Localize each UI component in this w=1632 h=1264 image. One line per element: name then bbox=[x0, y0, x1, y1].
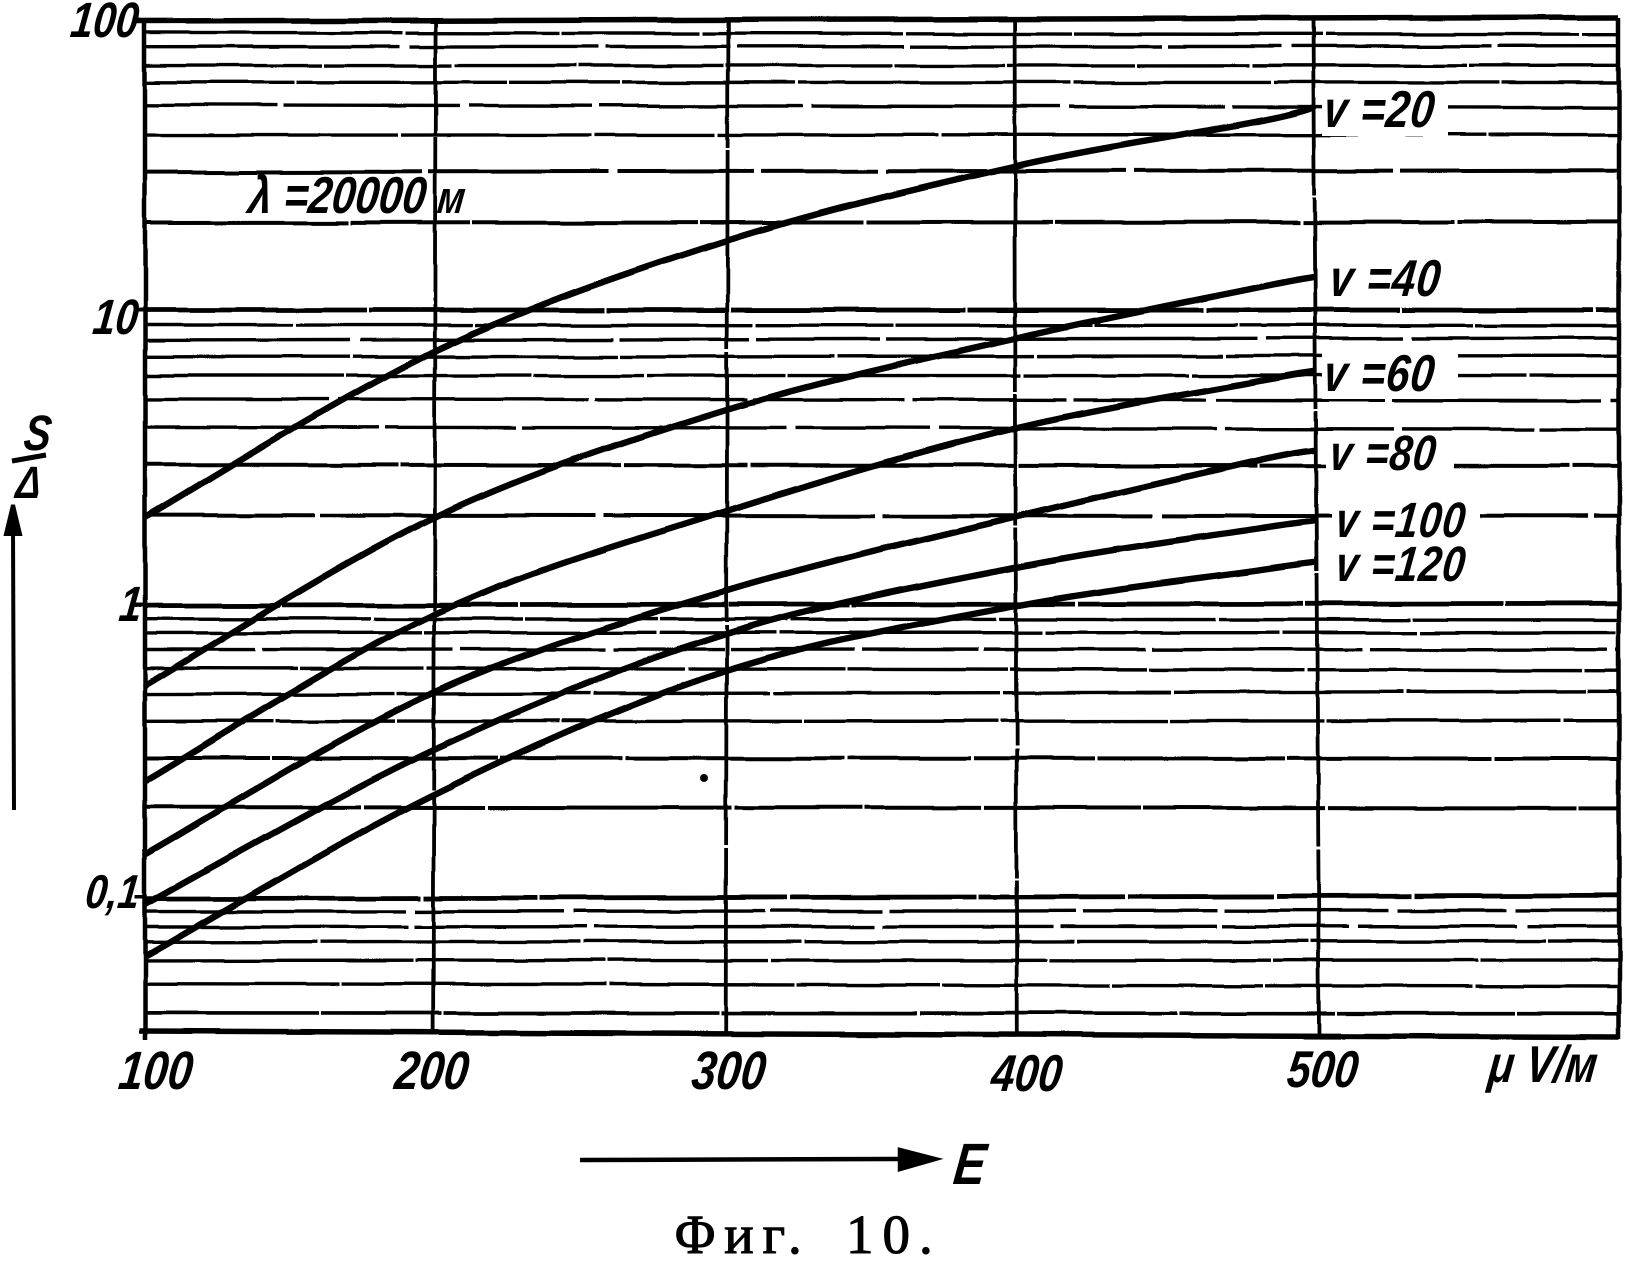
svg-text:10.: 10. bbox=[846, 1204, 942, 1264]
svg-text:v =60: v =60 bbox=[1321, 345, 1439, 403]
svg-text:200: 200 bbox=[391, 1041, 473, 1101]
svg-text:λ =20000 м: λ =20000 м bbox=[243, 167, 469, 225]
svg-text:500: 500 bbox=[1284, 1041, 1361, 1099]
svg-text:100: 100 bbox=[116, 1041, 197, 1101]
svg-text:v =40: v =40 bbox=[1327, 250, 1445, 308]
svg-text:v =80: v =80 bbox=[1327, 425, 1440, 481]
svg-text:v =100: v =100 bbox=[1333, 492, 1470, 548]
svg-text:400: 400 bbox=[987, 1045, 1065, 1103]
svg-text:v =120: v =120 bbox=[1333, 536, 1470, 592]
svg-text:S: S bbox=[21, 405, 54, 461]
svg-text:300: 300 bbox=[689, 1041, 770, 1101]
svg-text:100: 100 bbox=[68, 0, 142, 48]
svg-text:μ V/м: μ V/м bbox=[1484, 1036, 1601, 1094]
svg-text:v =20: v =20 bbox=[1321, 81, 1439, 139]
svg-text:Φиг.: Φиг. bbox=[675, 1204, 811, 1264]
svg-text:10: 10 bbox=[90, 289, 141, 345]
svg-text:0,1: 0,1 bbox=[83, 867, 143, 919]
